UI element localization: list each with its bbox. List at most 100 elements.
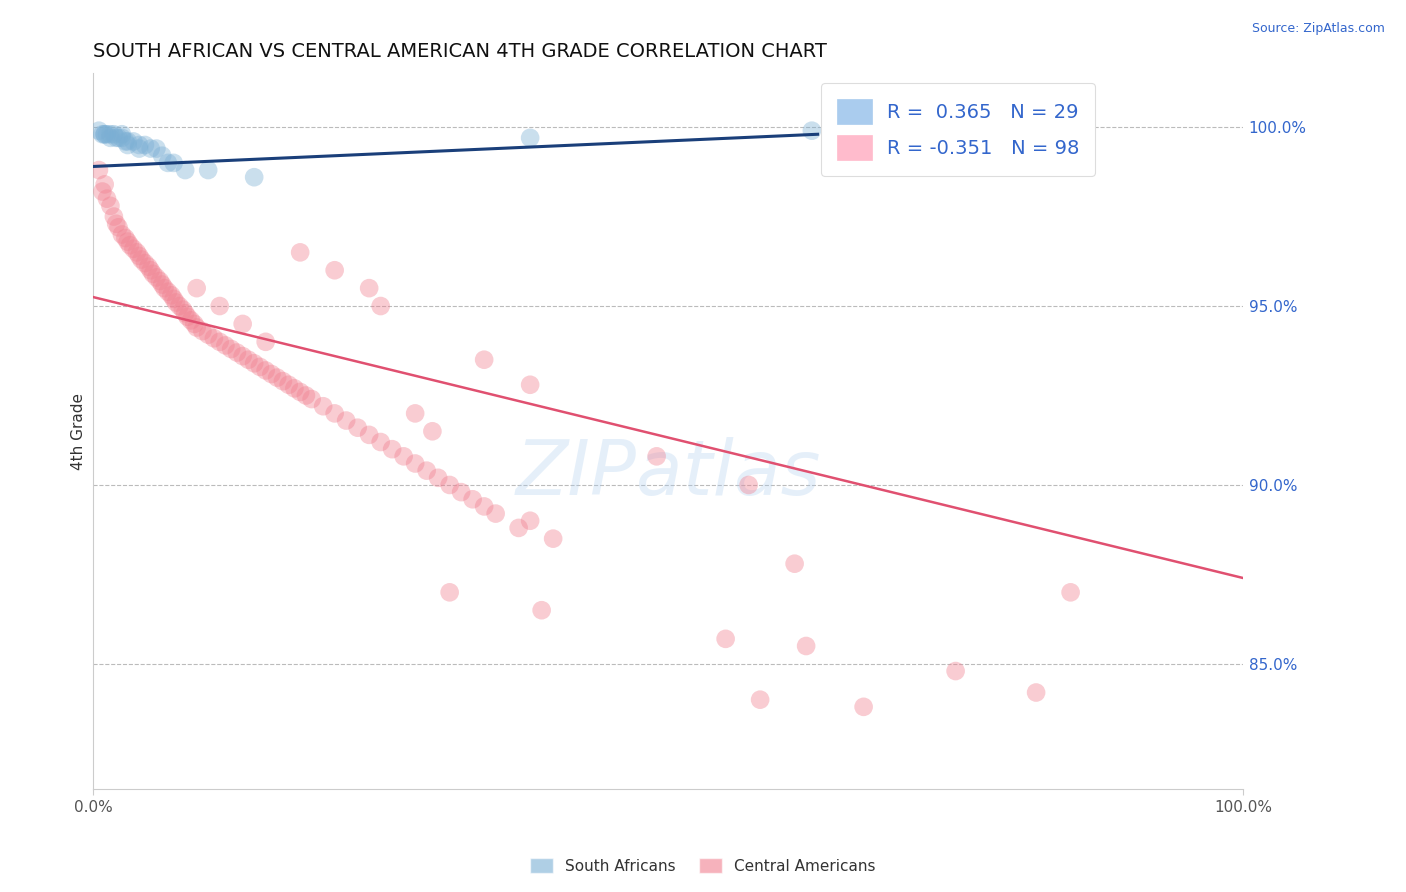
Point bbox=[172, 302, 194, 317]
Point bbox=[165, 295, 187, 310]
Point bbox=[197, 327, 219, 342]
Point bbox=[219, 342, 242, 356]
Point bbox=[295, 388, 318, 402]
Point bbox=[243, 356, 266, 370]
Point bbox=[111, 131, 134, 145]
Point bbox=[541, 532, 564, 546]
Point bbox=[519, 514, 541, 528]
Point bbox=[645, 450, 668, 464]
Point bbox=[359, 281, 381, 295]
Legend: South Africans, Central Americans: South Africans, Central Americans bbox=[524, 852, 882, 880]
Point bbox=[174, 163, 197, 178]
Point bbox=[96, 128, 118, 142]
Point bbox=[117, 235, 139, 249]
Point bbox=[214, 338, 236, 352]
Point bbox=[519, 131, 541, 145]
Point bbox=[749, 692, 772, 706]
Point bbox=[134, 256, 156, 270]
Point bbox=[392, 450, 415, 464]
Point bbox=[415, 464, 437, 478]
Point bbox=[139, 142, 162, 156]
Point bbox=[439, 478, 461, 492]
Point bbox=[260, 367, 283, 381]
Point bbox=[156, 285, 179, 299]
Point bbox=[111, 128, 134, 142]
Point bbox=[202, 331, 225, 345]
Point bbox=[370, 299, 392, 313]
Point bbox=[450, 485, 472, 500]
Point bbox=[87, 163, 110, 178]
Point bbox=[114, 135, 136, 149]
Point bbox=[238, 352, 260, 367]
Point bbox=[111, 227, 134, 242]
Point bbox=[714, 632, 737, 646]
Point bbox=[232, 317, 254, 331]
Point bbox=[381, 442, 404, 457]
Text: Source: ZipAtlas.com: Source: ZipAtlas.com bbox=[1251, 22, 1385, 36]
Point bbox=[404, 457, 426, 471]
Point bbox=[404, 406, 426, 420]
Text: SOUTH AFRICAN VS CENTRAL AMERICAN 4TH GRADE CORRELATION CHART: SOUTH AFRICAN VS CENTRAL AMERICAN 4TH GR… bbox=[93, 42, 827, 61]
Point bbox=[530, 603, 553, 617]
Point bbox=[176, 310, 198, 324]
Point bbox=[180, 313, 202, 327]
Point bbox=[288, 245, 311, 260]
Point bbox=[91, 128, 114, 142]
Point bbox=[96, 192, 118, 206]
Point bbox=[103, 210, 125, 224]
Point bbox=[519, 377, 541, 392]
Point bbox=[852, 699, 875, 714]
Point bbox=[254, 334, 277, 349]
Point bbox=[249, 359, 271, 374]
Point bbox=[945, 664, 967, 678]
Point bbox=[131, 252, 153, 267]
Point bbox=[794, 639, 817, 653]
Point bbox=[359, 428, 381, 442]
Point bbox=[439, 585, 461, 599]
Point bbox=[93, 128, 115, 142]
Point bbox=[323, 406, 346, 420]
Point bbox=[117, 138, 139, 153]
Point bbox=[100, 128, 122, 142]
Point bbox=[254, 363, 277, 377]
Point bbox=[163, 156, 186, 170]
Point bbox=[150, 149, 173, 163]
Point bbox=[128, 138, 150, 153]
Point bbox=[301, 392, 323, 406]
Point bbox=[800, 124, 823, 138]
Point bbox=[226, 345, 249, 359]
Point bbox=[138, 260, 160, 274]
Point bbox=[197, 163, 219, 178]
Point bbox=[103, 128, 125, 142]
Point bbox=[105, 217, 128, 231]
Point bbox=[485, 507, 508, 521]
Point bbox=[107, 220, 129, 235]
Point bbox=[145, 270, 167, 285]
Point bbox=[208, 334, 231, 349]
Point bbox=[134, 138, 156, 153]
Point bbox=[277, 377, 299, 392]
Point bbox=[323, 263, 346, 277]
Point bbox=[1025, 685, 1047, 699]
Point bbox=[93, 128, 115, 142]
Point bbox=[163, 292, 186, 306]
Point bbox=[271, 374, 294, 388]
Point bbox=[100, 131, 122, 145]
Point bbox=[150, 277, 173, 292]
Point bbox=[105, 131, 128, 145]
Point bbox=[107, 131, 129, 145]
Point bbox=[91, 185, 114, 199]
Point bbox=[160, 288, 183, 302]
Point bbox=[370, 435, 392, 450]
Point bbox=[461, 492, 484, 507]
Point bbox=[335, 413, 357, 427]
Point bbox=[100, 199, 122, 213]
Point bbox=[191, 324, 214, 338]
Point bbox=[145, 142, 167, 156]
Point bbox=[169, 299, 191, 313]
Point bbox=[122, 135, 145, 149]
Point bbox=[156, 156, 179, 170]
Point bbox=[266, 370, 288, 384]
Point bbox=[737, 478, 759, 492]
Point bbox=[139, 263, 162, 277]
